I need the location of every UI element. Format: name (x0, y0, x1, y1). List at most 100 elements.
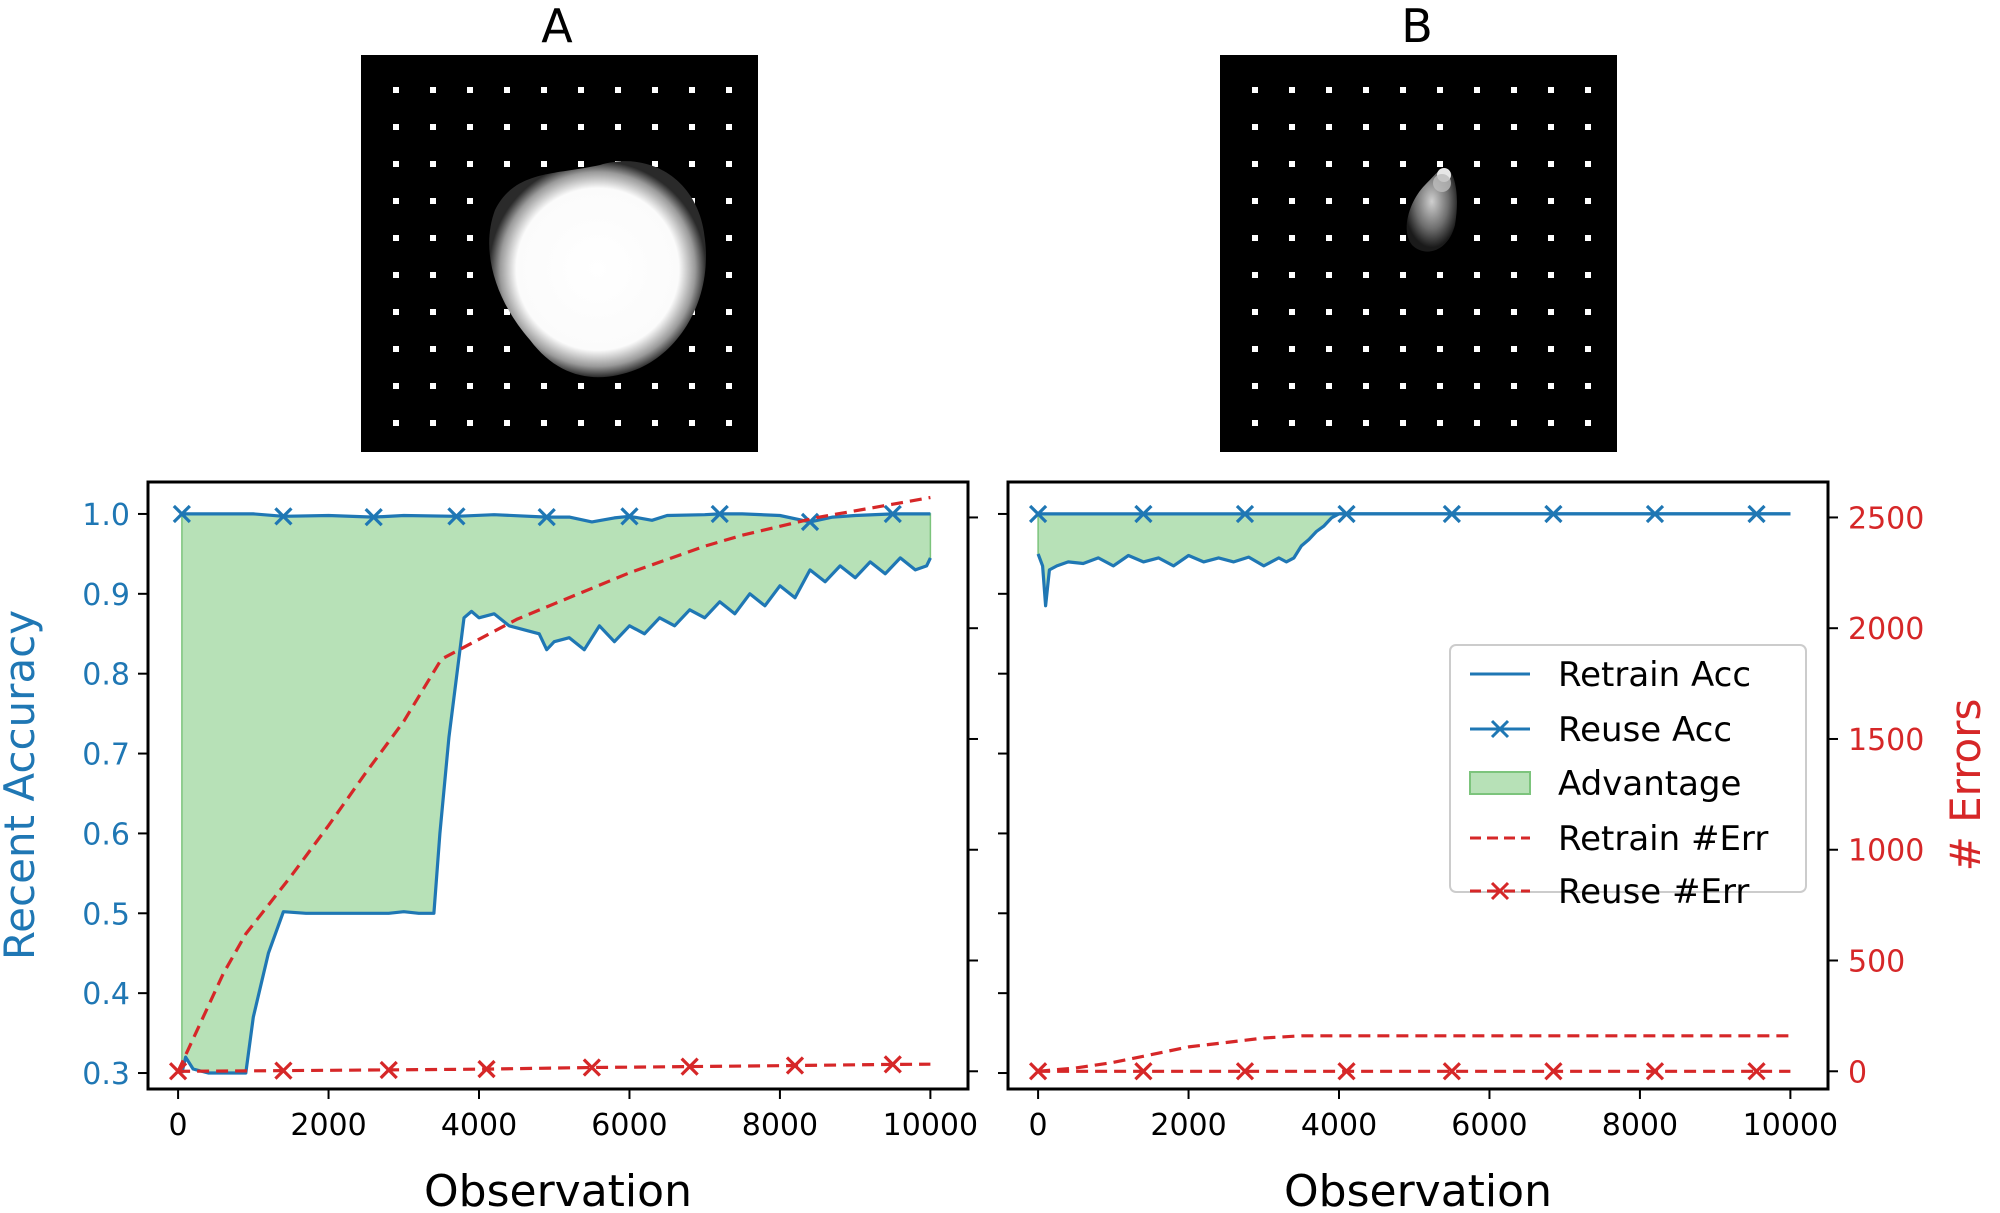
y-tick-label: 0.8 (82, 658, 130, 693)
map-dot (1326, 420, 1332, 426)
advantage-area (181, 513, 932, 1074)
map-dot (1585, 346, 1591, 352)
map-dot (726, 309, 732, 315)
map-dot (541, 161, 547, 167)
map-dot (1585, 198, 1591, 204)
map-dot (689, 383, 695, 389)
legend-label-retrain-acc: Retrain Acc (1558, 655, 1751, 695)
map-thumbnail-b (1220, 55, 1617, 452)
map-dot (1400, 198, 1406, 204)
map-dot (1326, 383, 1332, 389)
x-tick-label: 10000 (883, 1108, 978, 1143)
map-dot (689, 420, 695, 426)
map-dot (652, 420, 658, 426)
series-marker (800, 512, 820, 532)
map-dot (1437, 383, 1443, 389)
chart-a: 0 2000 4000 6000 8000 10000 0.3 0.4 0.5 0.6 0.7 0.8… (82, 495, 978, 1143)
series-retrain-acc-line (1036, 512, 1791, 608)
map-dot (726, 383, 732, 389)
series-reuse-acc-line (181, 512, 931, 524)
series-marker (680, 1057, 699, 1076)
map-dot (726, 198, 732, 204)
map-dot (1326, 235, 1332, 241)
map-dot (1289, 124, 1295, 130)
series-marker (582, 1058, 601, 1077)
map-dot (1437, 124, 1443, 130)
panel-title-b: B (1401, 0, 1433, 53)
map-dot (1437, 346, 1443, 352)
series-marker (1544, 504, 1563, 524)
legend: Retrain Acc Reuse Acc Advantage Retrain … (1449, 644, 1807, 912)
map-dot (504, 309, 510, 315)
series-marker (477, 1059, 496, 1079)
map-dot (1548, 272, 1554, 278)
map-dot (1400, 272, 1406, 278)
map-dot (1548, 87, 1554, 93)
map-dot (1474, 87, 1480, 93)
map-dot (1252, 235, 1258, 241)
map-dot (467, 87, 473, 93)
map-dot (1363, 272, 1369, 278)
legend-label-advantage: Advantage (1558, 764, 1741, 804)
series-marker (620, 507, 639, 526)
map-dot (726, 346, 732, 352)
series-marker (1134, 1062, 1153, 1081)
series-marker (537, 508, 556, 527)
map-dot (1289, 272, 1295, 278)
map-dot (467, 198, 473, 204)
series-marker (1235, 1062, 1255, 1081)
map-dot (1289, 346, 1295, 352)
map-dot (393, 420, 399, 426)
x-axis-label-a: Observation (424, 1166, 692, 1213)
map-dot (467, 124, 473, 130)
series-marker (883, 504, 902, 524)
legend-item-reuse-acc: Reuse Acc (1470, 710, 1732, 750)
coverage-blob-a (489, 161, 706, 378)
map-dot (1474, 235, 1480, 241)
series-marker (379, 1060, 398, 1080)
series-retrain-acc-line (180, 556, 932, 1075)
map-dot (467, 272, 473, 278)
map-dot (1363, 235, 1369, 241)
map-dot (393, 235, 399, 241)
map-dot (1548, 161, 1554, 167)
y2-tick-label: 1500 (1848, 723, 1924, 758)
map-dot (1511, 198, 1517, 204)
map-dot (1474, 383, 1480, 389)
y2-tick-label: 500 (1848, 945, 1905, 980)
map-dot (578, 161, 584, 167)
map-dot (726, 235, 732, 241)
map-dot (1400, 235, 1406, 241)
map-dot (430, 198, 436, 204)
map-dot (430, 124, 436, 130)
y2-tick-label: 2000 (1848, 612, 1924, 647)
map-dot (1511, 346, 1517, 352)
map-dot (1585, 87, 1591, 93)
map-dot (1252, 198, 1258, 204)
series-marker (364, 508, 383, 527)
map-dot (1289, 309, 1295, 315)
legend-item-retrain-err: Retrain #Err (1470, 819, 1768, 859)
map-dot (393, 161, 399, 167)
map-dot (1548, 124, 1554, 130)
y-axis-label-left: Recent Accuracy (0, 610, 44, 960)
legend-item-reuse-err: Reuse #Err (1470, 872, 1749, 912)
y-tick-label: 0.3 (82, 1057, 130, 1092)
map-dot (1363, 309, 1369, 315)
y-axis-label-right: # Errors (1941, 699, 1990, 872)
map-dot (1548, 198, 1554, 204)
map-dot (504, 87, 510, 93)
map-dot (1400, 383, 1406, 389)
map-dot (1252, 383, 1258, 389)
map-dot (1252, 346, 1258, 352)
x-tick-label: 8000 (1602, 1108, 1678, 1143)
map-dot (1363, 198, 1369, 204)
x-tick-label: 0 (169, 1108, 188, 1143)
series-marker (1337, 504, 1356, 524)
series-marker (785, 1056, 805, 1075)
map-dot (393, 383, 399, 389)
map-dot (652, 124, 658, 130)
map-dot (1585, 420, 1591, 426)
y-tick-label: 0.5 (82, 897, 130, 932)
map-dot (1400, 309, 1406, 315)
